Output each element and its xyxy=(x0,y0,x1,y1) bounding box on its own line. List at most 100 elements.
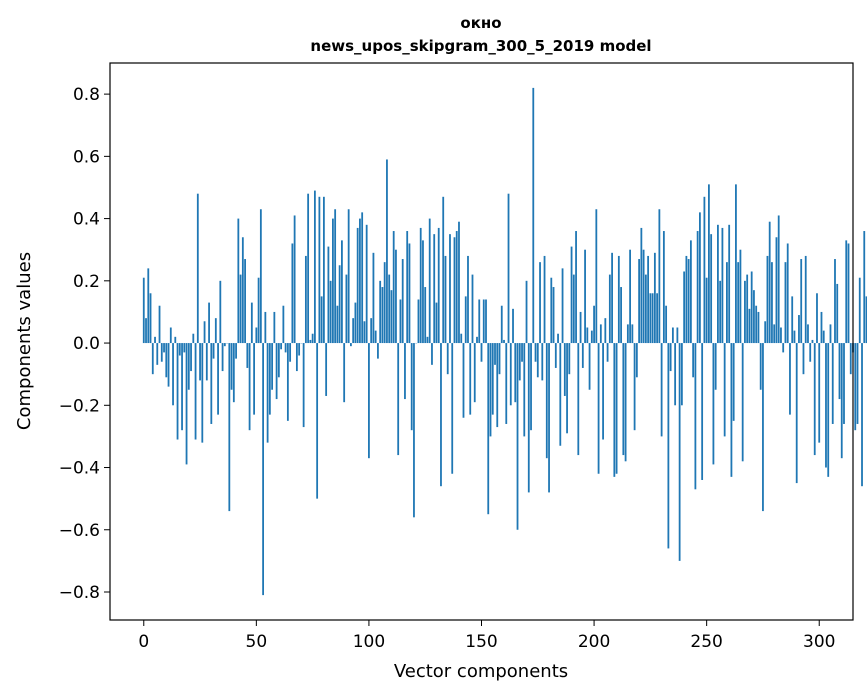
y-axis-label: Components values xyxy=(14,252,35,430)
bar xyxy=(586,327,589,344)
x-tick-label: 50 xyxy=(246,632,268,652)
bar xyxy=(613,343,616,477)
bar xyxy=(534,343,537,362)
bar xyxy=(602,343,604,440)
bar xyxy=(190,343,192,372)
bar xyxy=(775,237,778,344)
bar xyxy=(599,324,602,344)
bar xyxy=(352,318,355,344)
bar xyxy=(757,311,760,344)
bar xyxy=(705,277,708,344)
bar xyxy=(503,339,505,344)
bar xyxy=(286,343,289,421)
bar xyxy=(662,231,665,344)
bar xyxy=(374,330,377,344)
bar xyxy=(671,327,674,344)
bar xyxy=(820,311,823,344)
bar xyxy=(442,196,445,344)
bar xyxy=(329,280,332,344)
bar xyxy=(651,293,654,344)
bar xyxy=(478,299,481,344)
bar xyxy=(174,336,177,344)
bar xyxy=(617,255,620,344)
bar xyxy=(377,343,379,359)
bar xyxy=(802,343,805,375)
bar xyxy=(458,221,460,344)
bar xyxy=(241,237,244,344)
bar xyxy=(228,343,231,512)
bar xyxy=(838,343,841,400)
bar xyxy=(163,343,165,353)
bar xyxy=(514,343,517,403)
bar xyxy=(836,283,839,344)
bar xyxy=(417,299,420,344)
bar xyxy=(433,234,436,344)
bar xyxy=(156,343,159,365)
bar xyxy=(473,343,476,403)
bar xyxy=(262,343,264,596)
bar xyxy=(854,343,857,431)
bar xyxy=(744,280,746,344)
bar xyxy=(167,343,170,387)
bar xyxy=(689,240,692,344)
bar xyxy=(777,215,780,344)
x-axis-ticks: 0 50 100 150 200 250 300 xyxy=(138,620,835,652)
bar xyxy=(221,343,224,372)
bar xyxy=(863,231,866,344)
bar xyxy=(284,343,287,353)
bar xyxy=(422,240,424,344)
bar xyxy=(271,343,274,390)
bar xyxy=(611,252,613,344)
bar xyxy=(813,343,816,456)
bar xyxy=(572,274,575,344)
bar xyxy=(653,252,656,344)
bar xyxy=(404,343,406,400)
bar xyxy=(588,343,591,390)
bar xyxy=(460,333,463,344)
bar xyxy=(212,343,215,359)
bar xyxy=(289,343,292,362)
x-tick-label: 0 xyxy=(138,632,149,652)
bar xyxy=(291,243,294,344)
bar xyxy=(428,218,431,344)
bar xyxy=(516,343,519,530)
bar xyxy=(309,339,312,344)
bar xyxy=(566,343,568,434)
bar xyxy=(307,193,310,344)
bar xyxy=(142,277,145,344)
bar xyxy=(350,343,352,347)
bar xyxy=(518,343,521,381)
bars-group xyxy=(142,87,867,596)
bar xyxy=(327,246,330,344)
bar xyxy=(568,343,571,375)
bar xyxy=(268,343,271,415)
bar xyxy=(424,287,427,344)
bar xyxy=(532,87,535,344)
bar xyxy=(710,234,713,344)
bar xyxy=(793,330,796,344)
bar xyxy=(320,296,323,344)
bar xyxy=(719,280,722,344)
bar xyxy=(280,343,283,350)
bar xyxy=(273,311,276,344)
bar xyxy=(708,184,710,344)
bar xyxy=(345,274,348,344)
bar xyxy=(626,324,629,344)
bar xyxy=(554,343,557,368)
bar xyxy=(786,243,789,344)
bar xyxy=(811,339,814,344)
bar xyxy=(311,333,314,344)
bar xyxy=(730,343,733,477)
bar xyxy=(559,343,562,446)
bar xyxy=(397,343,400,456)
bar xyxy=(505,343,508,424)
bar xyxy=(165,343,168,378)
bar xyxy=(500,305,503,344)
bar xyxy=(597,343,600,474)
bar xyxy=(451,343,454,474)
bar xyxy=(365,224,368,344)
bar xyxy=(322,196,325,344)
bar xyxy=(453,237,456,344)
bar xyxy=(232,343,235,403)
